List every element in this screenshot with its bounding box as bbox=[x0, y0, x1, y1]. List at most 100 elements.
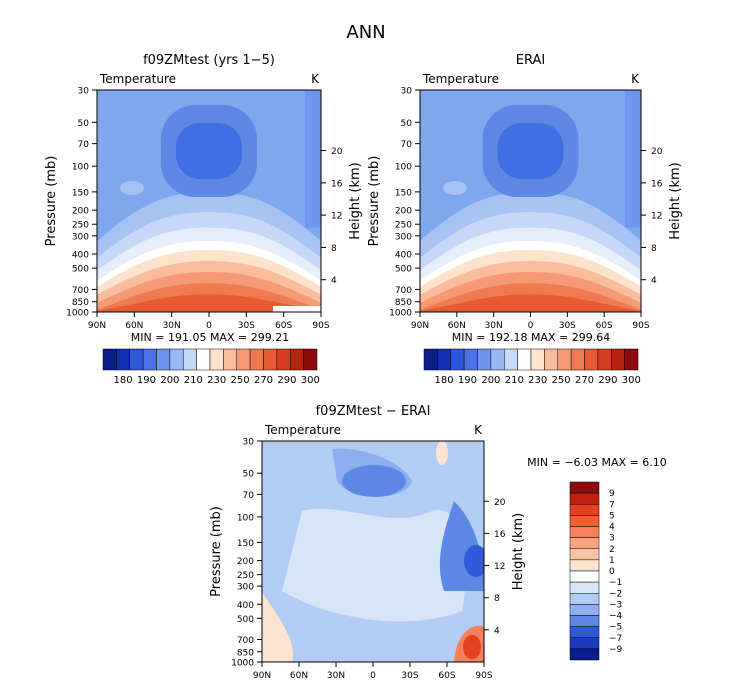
y-tick-label: 850 bbox=[237, 648, 254, 658]
colorbar-swatch bbox=[544, 348, 558, 371]
colorbar-swatch bbox=[504, 348, 518, 371]
contour-band-edge bbox=[305, 90, 321, 228]
y-tick-label: 30 bbox=[243, 438, 255, 448]
colorbar-label: −1 bbox=[609, 578, 622, 588]
y-axis-label: Pressure (mb) bbox=[367, 156, 382, 247]
y-tick-label: 500 bbox=[237, 615, 254, 625]
colorbar-label: 4 bbox=[609, 523, 615, 533]
colorbar-swatch bbox=[569, 570, 600, 583]
colorbar-label: −4 bbox=[609, 612, 623, 622]
y-axis-label: Pressure (mb) bbox=[44, 156, 59, 247]
panel-right-label: K bbox=[311, 72, 320, 86]
x-tick-label: 60N bbox=[290, 671, 308, 681]
y2-tick-label: 8 bbox=[651, 244, 657, 254]
colorbar-swatch bbox=[569, 626, 600, 638]
y-tick-label: 100 bbox=[395, 163, 412, 173]
panel-title: f09ZMtest (yrs 1−5) bbox=[143, 53, 275, 68]
x-tick-label: 60N bbox=[125, 321, 143, 331]
colorbar-swatch bbox=[569, 581, 600, 594]
panel-title: ERAI bbox=[516, 53, 545, 68]
x-tick-label: 30N bbox=[485, 321, 503, 331]
colorbar-label: −5 bbox=[609, 623, 622, 633]
colorbar-swatch bbox=[597, 348, 612, 371]
colorbar-label: −3 bbox=[609, 600, 622, 610]
colorbar-label: 290 bbox=[598, 375, 617, 386]
panel-left-label: Temperature bbox=[99, 72, 176, 86]
warm-anomaly-left bbox=[262, 592, 293, 662]
y-tick-label: 70 bbox=[78, 140, 90, 150]
colorbar-label: 230 bbox=[528, 375, 547, 386]
warm-anomaly-core bbox=[463, 635, 481, 659]
y2-tick-label: 20 bbox=[494, 498, 506, 508]
colorbar-label: 270 bbox=[575, 375, 594, 386]
y2-tick-label: 8 bbox=[331, 244, 337, 254]
colorbar-swatch bbox=[569, 615, 600, 627]
colorbar-swatch bbox=[102, 348, 117, 371]
colorbar-swatch bbox=[116, 348, 130, 371]
colorbar-label: 180 bbox=[435, 375, 454, 386]
x-tick-label: 30N bbox=[327, 671, 345, 681]
y2-tick-label: 12 bbox=[651, 212, 662, 222]
missing-data-patch bbox=[273, 306, 321, 312]
y-tick-label: 30 bbox=[401, 87, 413, 97]
x-tick-label: 60N bbox=[448, 321, 466, 331]
x-tick-label: 60S bbox=[275, 321, 292, 331]
x-tick-label: 0 bbox=[206, 321, 212, 331]
x-tick-label: 30S bbox=[238, 321, 255, 331]
y2-tick-label: 16 bbox=[331, 179, 343, 189]
y-tick-label: 150 bbox=[237, 539, 254, 549]
colorbar-swatch bbox=[263, 348, 278, 371]
x-tick-label: 60S bbox=[596, 321, 613, 331]
colorbar-label: 230 bbox=[207, 375, 226, 386]
y-tick-label: 200 bbox=[72, 207, 89, 217]
y-tick-label: 850 bbox=[395, 298, 412, 308]
colorbar-swatch bbox=[169, 348, 184, 371]
colorbar: 180 190 200 210 230 250 270 290 300 bbox=[423, 348, 641, 386]
y-tick-label: 30 bbox=[78, 87, 90, 97]
y-tick-label: 700 bbox=[72, 286, 89, 296]
colorbar-swatch bbox=[196, 348, 211, 371]
y-tick-label: 50 bbox=[401, 119, 413, 129]
y-tick-label: 300 bbox=[237, 583, 254, 593]
y-tick-label: 200 bbox=[237, 557, 254, 567]
contour-field bbox=[420, 90, 641, 312]
panel-left-label: Temperature bbox=[422, 72, 499, 86]
colorbar-swatch bbox=[209, 348, 224, 371]
colorbar-swatch bbox=[569, 504, 600, 516]
colorbar-label: 2 bbox=[609, 545, 615, 555]
y-tick-label: 70 bbox=[401, 140, 413, 150]
colorbar-label: 200 bbox=[481, 375, 500, 386]
colorbar-label: 7 bbox=[609, 500, 615, 510]
colorbar-label: 210 bbox=[184, 375, 203, 386]
min-max-label: MIN = 191.05 MAX = 299.21 bbox=[131, 331, 289, 344]
y2-tick-label: 16 bbox=[651, 179, 663, 189]
colorbar-label: 270 bbox=[254, 375, 273, 386]
y-tick-label: 250 bbox=[395, 221, 412, 231]
colorbar-swatch bbox=[290, 348, 304, 371]
colorbar-label: 200 bbox=[160, 375, 179, 386]
warm-anomaly-top bbox=[436, 441, 448, 465]
x-tick-label: 0 bbox=[528, 321, 534, 331]
y-tick-label: 100 bbox=[237, 513, 254, 523]
contour-field bbox=[262, 441, 484, 662]
y2-tick-label: 12 bbox=[494, 562, 505, 572]
colorbar-swatch bbox=[236, 348, 251, 371]
colorbar-swatch bbox=[156, 348, 171, 371]
colorbar-label: 300 bbox=[301, 375, 320, 386]
colorbar-swatch bbox=[570, 348, 585, 371]
y-tick-label: 850 bbox=[72, 298, 89, 308]
colorbar-swatch bbox=[530, 348, 545, 371]
colorbar-swatch bbox=[303, 348, 318, 371]
colorbar-swatch bbox=[477, 348, 492, 371]
contour-band-edge bbox=[625, 90, 641, 228]
colorbar-swatch bbox=[183, 348, 197, 371]
panel-right-label: K bbox=[631, 72, 640, 86]
x-tick-label: 30S bbox=[559, 321, 576, 331]
cold-anomaly bbox=[342, 465, 406, 497]
panel-title: f09ZMtest − ERAI bbox=[316, 404, 431, 419]
x-tick-label: 30S bbox=[401, 671, 418, 681]
colorbar-label: 3 bbox=[609, 534, 615, 544]
y-tick-label: 700 bbox=[395, 286, 412, 296]
